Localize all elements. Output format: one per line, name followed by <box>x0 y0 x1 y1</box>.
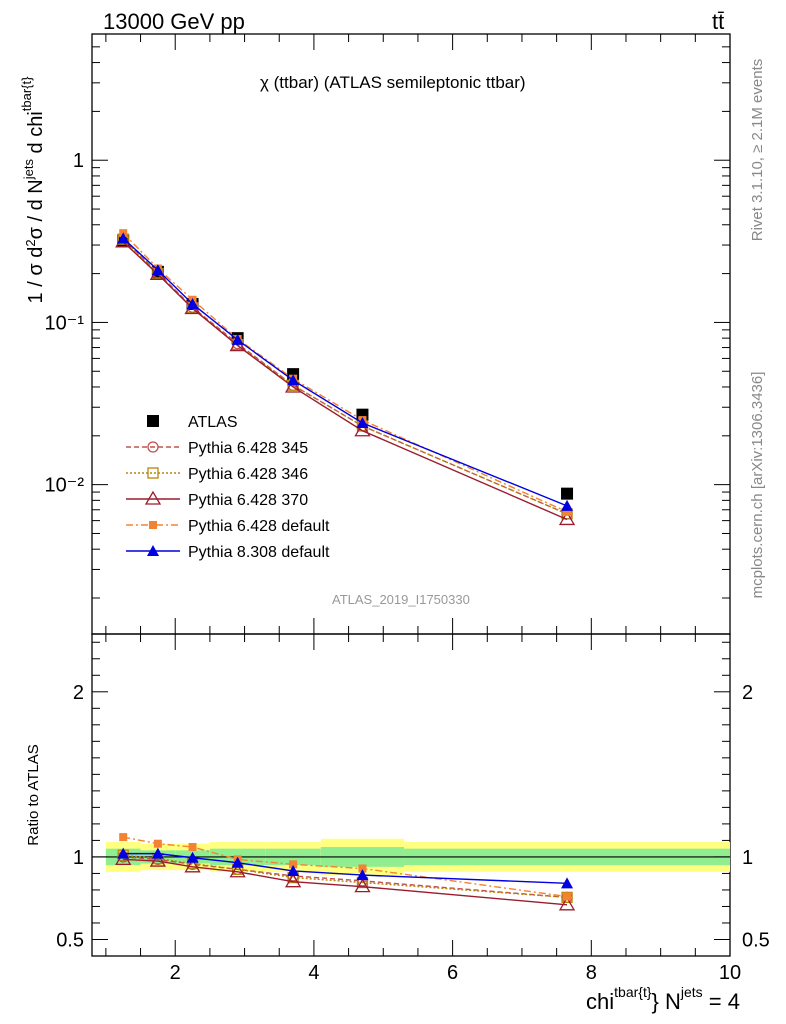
ratio-series-layer <box>115 833 576 911</box>
legend: ATLAS Pythia 6.428 345 Pythia 6.428 346 Pyt… <box>126 414 330 561</box>
x-tick-label: 4 <box>308 962 319 984</box>
ratio-point-pythia-8-308-default <box>151 847 164 859</box>
ratio-point-pythia-8-308-default <box>186 851 199 863</box>
ratio-line-pythia-6-428-346 <box>123 854 568 899</box>
data-point-pythia-6-428-370 <box>558 511 576 526</box>
analysis-watermark: ATLAS_2019_I1750330 <box>332 592 470 607</box>
ratio-point-pythia-6-428-370 <box>354 878 371 893</box>
ratio-point-pythia-6-428-370 <box>229 863 246 878</box>
ratio-panel-frame <box>91 633 731 957</box>
data-point-pythia-8-308-default <box>151 264 164 276</box>
ratio-y-axis-label: Ratio to ATLAS <box>25 744 42 845</box>
data-point-pythia-6-428-default <box>563 507 572 516</box>
data-point-pythia-8-308-default <box>231 333 244 345</box>
ratio-point-pythia-6-428-default <box>188 843 197 852</box>
energy-label: 13000 GeV pp <box>103 9 245 34</box>
legend-marker-pythia-8-308-default <box>147 545 159 556</box>
ratio-point-pythia-6-428-default <box>563 892 572 901</box>
ratio-y-tick-label-right: 1 <box>742 847 753 869</box>
legend-marker-pythia-6-428-default <box>149 521 157 529</box>
x-tick-label: 6 <box>447 962 458 984</box>
legend-label: Pythia 6.428 default <box>188 518 330 535</box>
ratio-axis-ticks: 2 4 6 8 100.5 0.51 12 2 <box>56 634 770 984</box>
legend-label: Pythia 6.428 370 <box>188 492 308 509</box>
legend-marker-pythia-6-428-345 <box>147 441 159 453</box>
data-point-pythia-8-308-default <box>287 374 300 386</box>
ratio-point-pythia-6-428-370 <box>184 858 201 873</box>
data-point-pythia-8-308-default <box>561 499 574 511</box>
legend-label: Pythia 6.428 346 <box>188 466 308 483</box>
ratio-point-pythia-6-428-370 <box>149 852 167 867</box>
legend-label: Pythia 6.428 345 <box>188 440 308 457</box>
ratio-point-pythia-6-428-default <box>289 860 298 869</box>
ratio-point-pythia-8-308-default <box>561 877 574 889</box>
ratio-y-tick-label: 1 <box>73 847 84 869</box>
ratio-point-pythia-8-308-default <box>117 847 130 859</box>
legend-label: ATLAS <box>188 414 238 431</box>
main-y-tick-label: 10⁻¹ <box>45 312 85 334</box>
ratio-point-pythia-6-428-370 <box>558 896 576 911</box>
ratio-point-pythia-6-428-default <box>119 833 128 842</box>
mcplots-label: mcplots.cern.ch [arXiv:1306.3436] <box>749 372 766 599</box>
main-y-tick-label: 1 <box>73 150 84 172</box>
ratio-point-pythia-8-308-default <box>287 864 300 876</box>
data-point-pythia-8-308-default <box>356 416 369 428</box>
data-point-atlas <box>561 487 574 500</box>
ratio-point-pythia-6-428-default <box>358 864 367 873</box>
data-point-pythia-8-308-default <box>117 232 130 244</box>
ratio-point-pythia-6-428-default <box>153 839 162 848</box>
data-point-pythia-6-428-370 <box>354 422 371 437</box>
ratio-point-pythia-8-308-default <box>356 869 369 881</box>
rivet-version-label: Rivet 3.1.10, ≥ 2.1M events <box>749 59 766 242</box>
ratio-line-pythia-6-428-370 <box>123 858 568 906</box>
ratio-y-tick-label: 0.5 <box>56 929 84 951</box>
x-tick-label: 10 <box>719 962 741 984</box>
process-label: tt̄ <box>712 9 724 34</box>
legend-marker-pythia-6-428-346 <box>147 467 159 479</box>
ratio-y-tick-label-right: 0.5 <box>742 929 770 951</box>
main-axis-ticks: 10⁻² 10⁻¹ 1 <box>45 33 731 634</box>
ratio-y-tick-label: 2 <box>73 682 84 704</box>
ratio-y-tick-label-right: 2 <box>742 682 753 704</box>
main-y-tick-label: 10⁻² <box>45 475 85 497</box>
data-point-pythia-6-428-370 <box>284 378 302 393</box>
x-tick-label: 2 <box>170 962 181 984</box>
data-point-pythia-8-308-default <box>186 297 199 309</box>
legend-label: Pythia 8.308 default <box>188 544 330 561</box>
legend-marker-pythia-6-428-370 <box>144 490 162 505</box>
main-y-axis-label: 1 / σ d2σ / d Njets d chitbar{t} <box>19 76 47 304</box>
ratio-point-pythia-6-428-346 <box>561 891 573 904</box>
x-tick-label: 8 <box>586 962 597 984</box>
ratio-point-pythia-6-428-370 <box>284 873 302 888</box>
main-series-layer <box>115 229 576 526</box>
x-axis-label: chitbar{t}} Njets = 4 <box>586 984 740 1014</box>
ratio-point-pythia-8-308-default <box>231 856 244 868</box>
chart-title: χ (ttbar) (ATLAS semileptonic ttbar) <box>260 73 526 92</box>
legend-marker-atlas <box>147 415 159 427</box>
